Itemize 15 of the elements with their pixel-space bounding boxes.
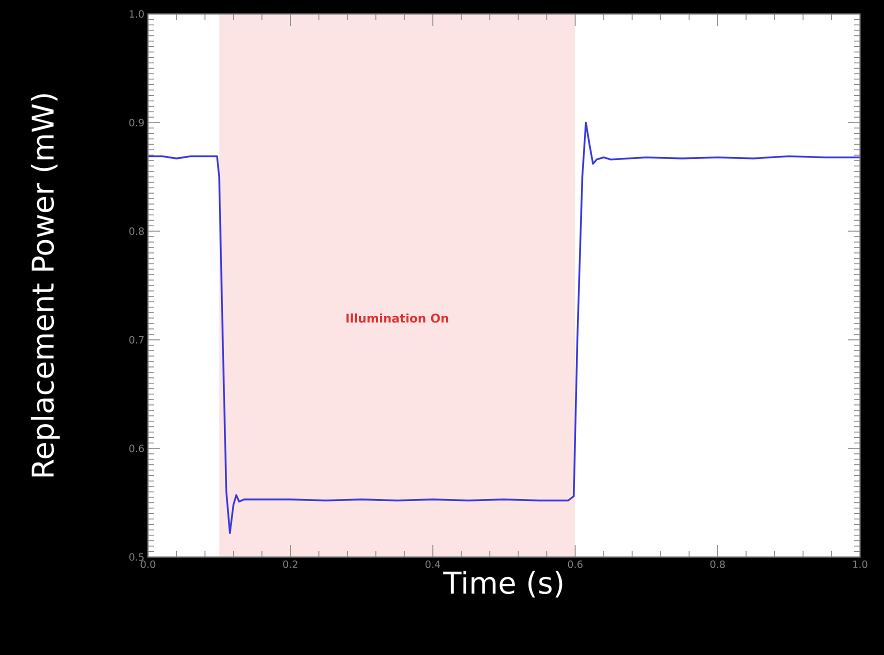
y-tick-label: 0.5 [129, 553, 144, 561]
x-tick-label: 0.0 [140, 560, 156, 568]
y-tick-label: 0.9 [129, 118, 144, 126]
x-tick-label: 0.2 [283, 560, 298, 568]
y-tick-label: 0.6 [129, 444, 144, 452]
x-tick-label: 1.0 [853, 560, 868, 568]
band-label: Illumination On [346, 313, 448, 323]
y-tick-label: 1.0 [130, 10, 144, 18]
x-tick-label: 0.4 [426, 560, 440, 568]
y-axis-title: Replacement Power (mW) [30, 94, 60, 476]
y-tick-label: 0.7 [129, 336, 144, 344]
x-tick-label: 0.8 [710, 560, 725, 568]
y-tick-label: 0.8 [129, 227, 144, 235]
x-tick-label: 0.6 [568, 560, 583, 568]
x-axis-title: Time (s) [443, 570, 562, 598]
